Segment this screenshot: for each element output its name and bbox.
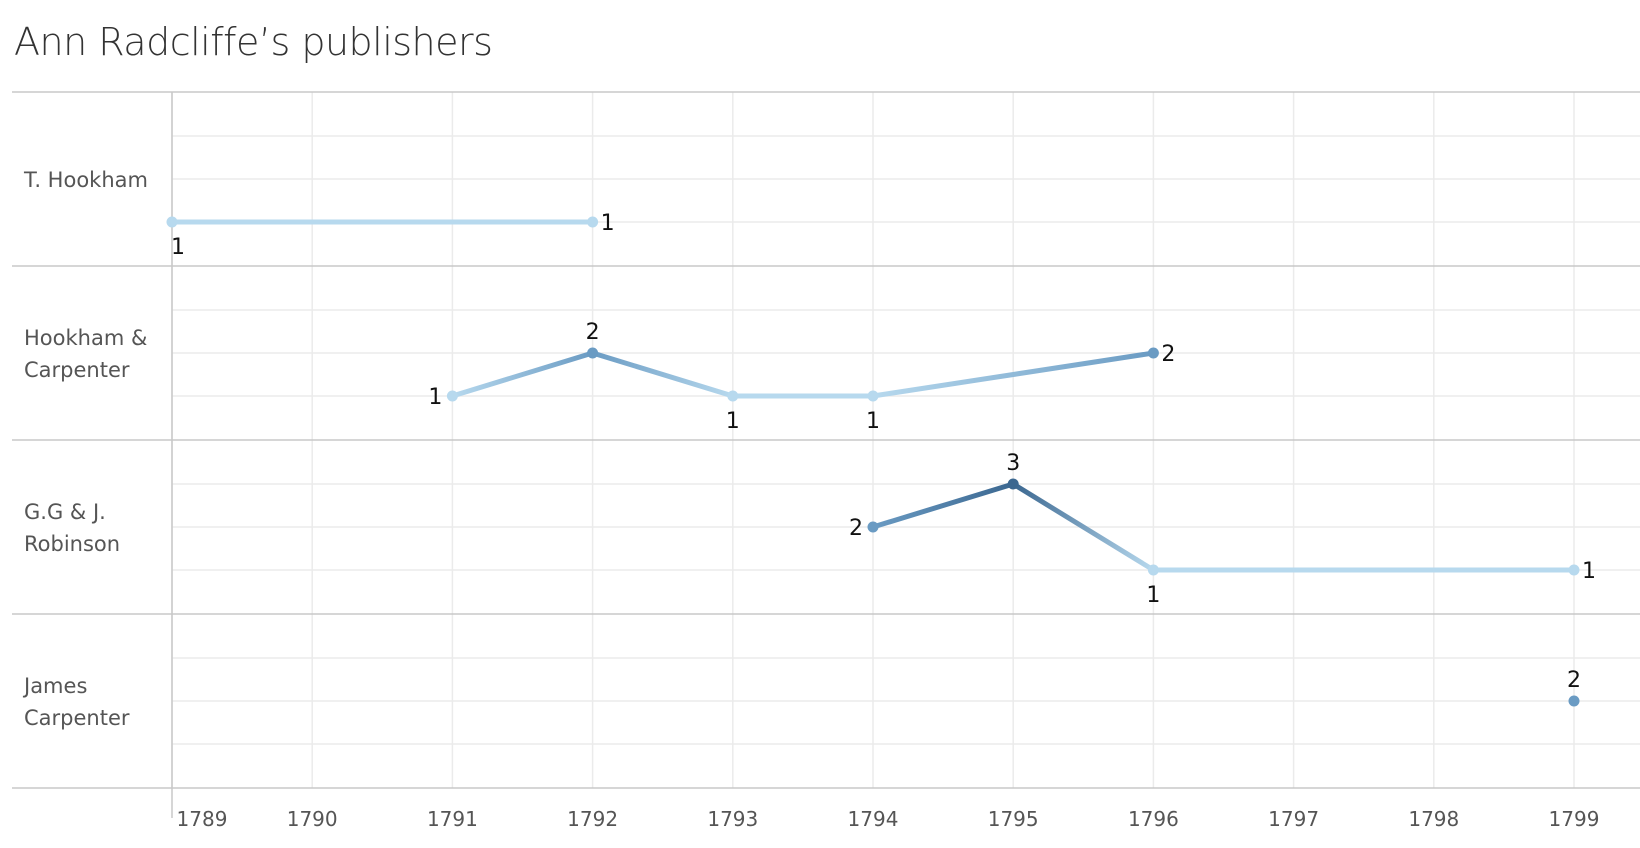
x-tick-label: 1798: [1408, 807, 1459, 831]
row-label: Carpenter: [24, 706, 130, 730]
data-label: 1: [171, 235, 185, 260]
data-label: 1: [1582, 559, 1596, 584]
data-label: 1: [866, 409, 880, 434]
data-point: [1147, 347, 1159, 359]
x-tick-label: 1797: [1268, 807, 1319, 831]
data-point: [166, 216, 178, 228]
data-label: 2: [586, 320, 600, 345]
data-point: [1147, 564, 1159, 576]
x-tick-label: 1794: [848, 807, 899, 831]
row-label: James: [22, 674, 87, 698]
data-point: [727, 390, 739, 402]
x-tick-label: 1791: [427, 807, 478, 831]
x-tick-label: 1796: [1128, 807, 1179, 831]
data-point: [446, 390, 458, 402]
data-label: 3: [1006, 451, 1020, 476]
series-line-segment: [590, 350, 736, 399]
data-point: [587, 216, 599, 228]
data-point: [1007, 478, 1019, 490]
data-label: 1: [601, 211, 615, 236]
x-tick-label: 1793: [707, 807, 758, 831]
data-point: [587, 347, 599, 359]
row-label: Robinson: [24, 532, 120, 556]
series-line-segment: [1010, 481, 1156, 573]
x-tick-label: 1795: [988, 807, 1039, 831]
data-point: [867, 390, 879, 402]
x-tick-label: 1789: [177, 807, 228, 831]
data-label: 2: [1161, 342, 1175, 367]
data-point: [1568, 564, 1580, 576]
row-label: T. Hookham: [23, 168, 148, 192]
row-label: Carpenter: [24, 358, 130, 382]
row-label: Hookham &: [24, 326, 147, 350]
data-label: 1: [726, 409, 740, 434]
data-label: 1: [428, 385, 442, 410]
data-label: 1: [1146, 583, 1160, 608]
x-tick-label: 1790: [287, 807, 338, 831]
series-line-segment: [870, 350, 1156, 399]
data-point: [867, 521, 879, 533]
series-line-segment: [449, 350, 596, 399]
data-label: 2: [849, 516, 863, 541]
row-label: G.G & J.: [24, 500, 106, 524]
data-point: [1568, 695, 1580, 707]
data-label: 2: [1567, 668, 1581, 693]
x-tick-label: 1799: [1549, 807, 1600, 831]
chart-title: Ann Radcliffe’s publishers: [14, 20, 493, 64]
x-tick-label: 1792: [567, 807, 618, 831]
series-line-segment: [870, 481, 1016, 530]
